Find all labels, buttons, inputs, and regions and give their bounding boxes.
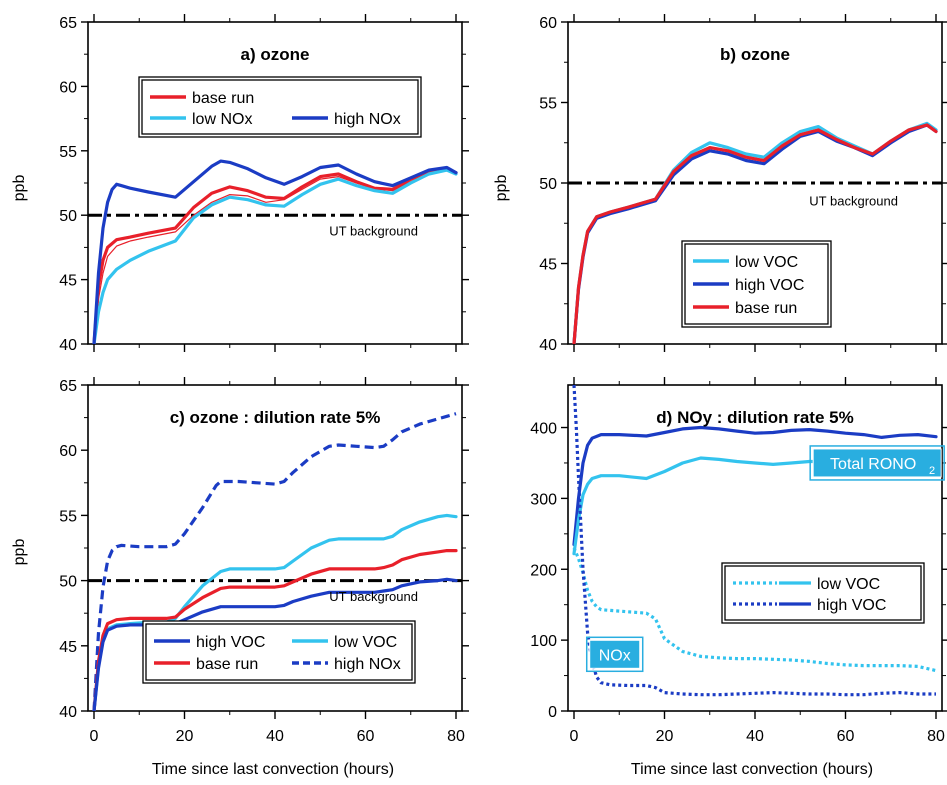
y-axis-label-b: ppb xyxy=(493,175,510,202)
legend-label: high VOC xyxy=(817,597,886,614)
series-line-c-base-run xyxy=(92,548,458,711)
y-tick-label: 50 xyxy=(539,176,557,193)
y-tick-label: 60 xyxy=(59,443,77,460)
legend-label: base run xyxy=(192,90,254,107)
legend-inner-frame xyxy=(145,623,413,681)
label-subscript: 2 xyxy=(929,465,935,477)
legend-label: low NOx xyxy=(192,111,252,128)
annotation-ut-background: UT background xyxy=(329,224,418,239)
x-tick-label: 0 xyxy=(90,728,99,745)
x-tick-label: 60 xyxy=(357,728,375,745)
label-text: NOx xyxy=(599,647,631,664)
y-tick-label: 60 xyxy=(539,15,557,32)
x-tick-label: 80 xyxy=(927,728,945,745)
legend-label: base run xyxy=(196,656,258,673)
panel-title-d: d) NOy : dilution rate 5% xyxy=(656,408,853,427)
plot-area-c xyxy=(88,412,462,711)
y-tick-label: 40 xyxy=(59,337,77,354)
y-tick-label: 45 xyxy=(539,257,557,274)
legend-label: high NOx xyxy=(334,111,401,128)
y-tick-label: 55 xyxy=(539,96,557,113)
y-tick-label: 45 xyxy=(59,639,77,656)
y-tick-label: 0 xyxy=(548,704,557,721)
series-line-c-high-nox xyxy=(92,412,457,711)
panel-b: 40 45 50 55 60 b) ozone UT background low VOC hi… xyxy=(539,14,947,354)
series-line-a-low-nox xyxy=(92,168,458,344)
y-tick-label: 40 xyxy=(539,337,557,354)
x-axis-label-left: Time since last convection (hours) xyxy=(152,761,394,778)
y-tick-label: 55 xyxy=(59,144,77,161)
panel-d: 0 100 200 300 400 0 20 40 60 80 d) NOy : dilution … xyxy=(530,377,947,745)
legend-label: base run xyxy=(735,300,797,317)
panel-a: 40 45 50 55 60 65 a) ozone UT background base ru… xyxy=(59,14,469,354)
series-line-a-base-run xyxy=(92,167,458,344)
y-tick-label: 100 xyxy=(530,633,557,650)
legend-inner-frame xyxy=(141,79,419,135)
label-box xyxy=(589,639,641,669)
y-tick-label: 300 xyxy=(530,491,557,508)
legend-inner-frame xyxy=(724,565,922,621)
x-tick-label: 80 xyxy=(447,728,465,745)
y-tick-label: 65 xyxy=(59,378,77,395)
series-line-a-high-nox xyxy=(92,159,458,344)
legend-label: low VOC xyxy=(817,576,880,593)
y-tick-label: 40 xyxy=(59,704,77,721)
series-line-a-unnamed-0 xyxy=(93,169,457,344)
panel-title-b: b) ozone xyxy=(720,45,790,64)
plot-area-b xyxy=(568,121,942,344)
label-box xyxy=(812,448,942,478)
legend-label: low VOC xyxy=(334,634,397,651)
label-box-outer xyxy=(585,636,644,673)
label-text: Total RONO xyxy=(830,456,916,473)
x-tick-label: 0 xyxy=(570,728,579,745)
y-tick-label: 60 xyxy=(59,79,77,96)
y-tick-label: 50 xyxy=(59,574,77,591)
x-tick-label: 20 xyxy=(656,728,674,745)
series-line-b-base-run xyxy=(572,123,938,344)
x-tick-label: 20 xyxy=(176,728,194,745)
label-box-outer xyxy=(809,445,945,481)
panel-title-c: c) ozone : dilution rate 5% xyxy=(170,408,381,427)
y-tick-label: 400 xyxy=(530,421,557,438)
y-tick-label: 65 xyxy=(59,15,77,32)
y-tick-label: 45 xyxy=(59,273,77,290)
series-line-c-high-voc xyxy=(92,577,458,711)
y-axis-label-a: ppb xyxy=(11,175,28,202)
x-tick-label: 60 xyxy=(837,728,855,745)
legend-label: low VOC xyxy=(735,254,798,271)
y-tick-label: 55 xyxy=(59,508,77,525)
x-tick-label: 40 xyxy=(266,728,284,745)
y-tick-label: 200 xyxy=(530,562,557,579)
x-tick-label: 40 xyxy=(746,728,764,745)
legend-label: high VOC xyxy=(735,277,804,294)
panel-title-a: a) ozone xyxy=(241,45,310,64)
annotation-ut-background: UT background xyxy=(809,194,898,209)
series-line-d-unnamed-0 xyxy=(572,425,938,547)
plot-area-a xyxy=(88,159,462,344)
series-line-d-low-voc xyxy=(572,547,937,673)
y-axis-label-c: ppb xyxy=(11,539,28,566)
panel-c: 40 45 50 55 60 65 0 20 40 60 80 c) ozone : dilution… xyxy=(59,377,469,745)
legend-label: high VOC xyxy=(196,634,265,651)
y-tick-label: 50 xyxy=(59,208,77,225)
x-axis-label-right: Time since last convection (hours) xyxy=(631,761,873,778)
annotation-ut-background: UT background xyxy=(329,589,418,604)
legend-label: high NOx xyxy=(334,656,401,673)
